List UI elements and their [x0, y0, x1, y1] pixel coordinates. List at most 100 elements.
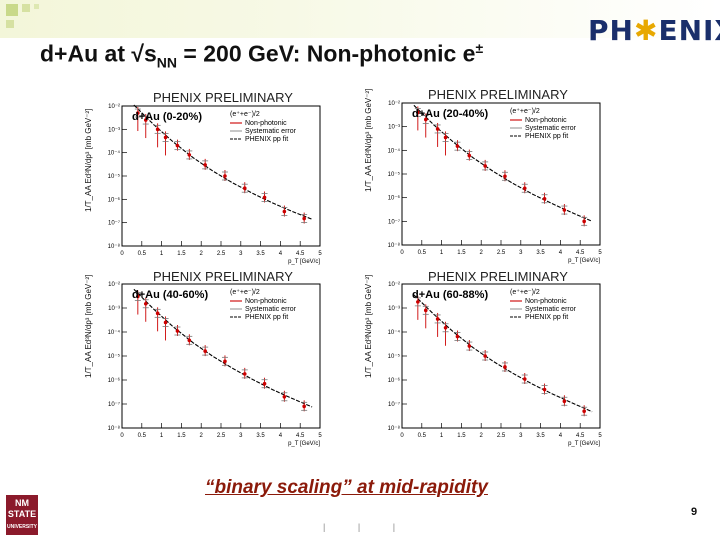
x-tick-label: 4: [559, 250, 563, 256]
data-point: [442, 321, 449, 346]
x-tick-label: 0.5: [418, 250, 427, 256]
data-point: [422, 304, 429, 329]
marker: [423, 117, 428, 122]
marker: [542, 387, 547, 392]
x-tick-label: 2: [480, 433, 484, 439]
data-point: [521, 373, 528, 385]
data-point: [466, 340, 473, 352]
data-point: [202, 345, 209, 357]
x-tick-label: 0: [120, 433, 124, 439]
y-tick-label: 10⁻⁷: [108, 220, 120, 227]
legend-item: Non-photonic: [245, 298, 287, 305]
y-tick-label: 10⁻⁷: [108, 401, 120, 408]
marker: [187, 153, 192, 157]
marker: [455, 144, 460, 148]
data-point: [482, 350, 489, 361]
y-tick-label: 10⁻²: [108, 282, 120, 288]
marker: [143, 301, 148, 306]
x-axis-label: p_T [GeV/c]: [288, 441, 320, 447]
decor-square: [22, 4, 30, 12]
pp-fit-line: [413, 294, 593, 413]
legend-item: Systematic error: [245, 128, 297, 135]
legend-item: Systematic error: [245, 306, 297, 313]
x-axis-label: p_T [GeV/c]: [568, 441, 600, 447]
marker: [175, 329, 180, 333]
marker: [483, 354, 487, 358]
x-tick-label: 0: [400, 250, 404, 256]
y-tick-label: 10⁻⁷: [388, 401, 400, 408]
data-point: [414, 106, 421, 131]
data-point: [241, 182, 248, 194]
x-axis-label: p_T [GeV/c]: [288, 259, 320, 265]
legend-header: (e⁺+e⁻)/2: [510, 108, 540, 115]
x-tick-label: 4.5: [296, 251, 305, 257]
marker: [282, 394, 287, 399]
marker: [163, 135, 168, 140]
x-tick-label: 3: [519, 433, 523, 439]
y-tick-label: 10⁻⁸: [388, 242, 401, 249]
marker: [483, 164, 487, 168]
marker: [302, 404, 306, 409]
x-tick-label: 3.5: [536, 250, 545, 256]
data-point: [162, 131, 169, 156]
x-tick-label: 3: [519, 250, 523, 256]
title-superscript: ±: [475, 40, 484, 56]
data-point: [454, 330, 461, 342]
marker: [155, 311, 160, 316]
marker: [562, 208, 567, 212]
y-tick-label: 10⁻⁵: [108, 353, 121, 360]
marker: [223, 174, 227, 178]
marker: [175, 143, 180, 148]
y-tick-label: 10⁻⁸: [108, 243, 121, 250]
x-tick-label: 1.5: [457, 250, 466, 256]
marker: [435, 127, 440, 131]
data-point: [501, 360, 508, 372]
legend-item: Non-photonic: [525, 117, 567, 124]
data-point: [561, 204, 568, 216]
x-tick-label: 5: [318, 433, 322, 439]
logo-text-right: ENIX: [658, 14, 720, 47]
y-tick-label: 10⁻²: [388, 282, 400, 288]
y-tick-label: 10⁻⁴: [108, 329, 121, 336]
x-tick-label: 4: [559, 433, 563, 439]
marker: [503, 174, 507, 179]
y-axis-label: 1/T_AA Ed³N/dp³ [mb GeV⁻²]: [84, 274, 93, 378]
x-tick-label: 5: [318, 251, 322, 257]
marker: [155, 127, 160, 132]
title-rest: = 200 GeV: Non-photonic e: [177, 40, 476, 67]
data-point: [581, 215, 588, 227]
data-point: [482, 159, 489, 171]
marker: [435, 317, 440, 321]
y-tick-label: 10⁻⁶: [108, 196, 121, 203]
data-point: [261, 191, 268, 203]
slide-title: d+Au at √sNN = 200 GeV: Non-photonic e±: [40, 40, 483, 70]
decor-square: [6, 20, 14, 28]
x-tick-label: 1.5: [457, 433, 466, 439]
marker: [416, 110, 420, 115]
x-tick-label: 1: [160, 433, 164, 439]
data-point: [454, 140, 461, 152]
decor-square: [6, 4, 18, 16]
x-tick-label: 0: [120, 251, 124, 257]
y-tick-label: 10⁻⁴: [108, 150, 121, 157]
marker: [522, 186, 527, 191]
x-tick-label: 4: [279, 433, 283, 439]
data-point: [202, 158, 209, 170]
marker: [203, 163, 207, 167]
chart-panel-0-20: 0 0.5 1 1.5 2 2.5 3 3.5 4 4.5 5 10⁻⁸ 10⁻⁷ 10⁻⁶ 10⁻⁵ 10⁻…: [108, 104, 323, 265]
legend-header: (e⁺+e⁻)/2: [230, 289, 260, 296]
x-tick-label: 5: [598, 433, 602, 439]
marker: [143, 118, 148, 122]
x-tick-label: 2.5: [217, 251, 226, 257]
data-point: [134, 107, 141, 132]
x-tick-label: 2.5: [497, 250, 506, 256]
x-tick-label: 0.5: [138, 433, 147, 439]
marker: [187, 338, 192, 343]
y-tick-label: 10⁻³: [388, 306, 400, 312]
x-tick-label: 0: [400, 433, 404, 439]
marker: [203, 349, 207, 353]
x-tick-label: 0.5: [138, 251, 147, 257]
x-tick-label: 3.5: [536, 433, 545, 439]
x-tick-label: 5: [598, 250, 602, 256]
marker: [455, 334, 460, 339]
